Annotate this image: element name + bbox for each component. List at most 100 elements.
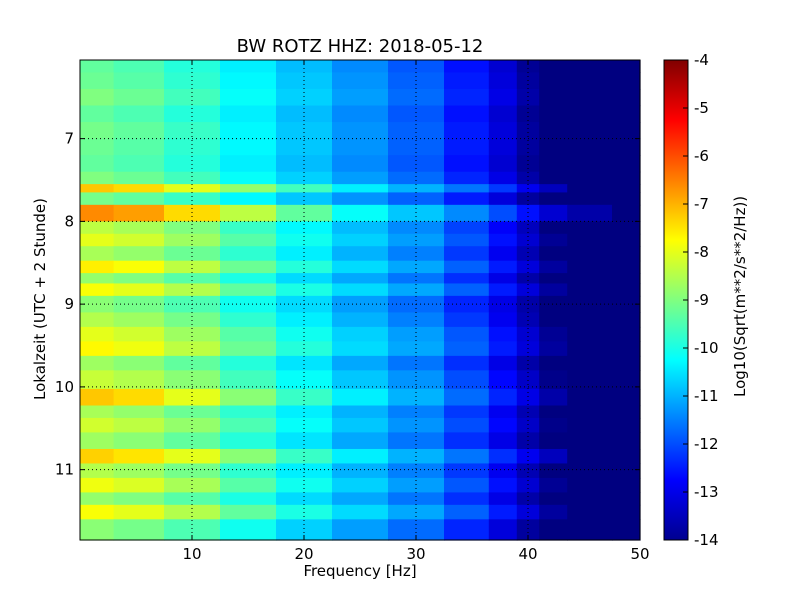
chart-title: BW ROTZ HHZ: 2018-05-12	[236, 36, 484, 57]
heatmap-cell	[164, 246, 221, 262]
heatmap-cell	[444, 504, 490, 520]
heatmap-cell	[276, 463, 333, 479]
heatmap-cell	[220, 184, 277, 194]
heatmap-cell	[516, 388, 540, 407]
heatmap-cell	[220, 105, 277, 123]
heatmap-cell	[444, 192, 490, 206]
heatmap-cell	[220, 60, 277, 74]
heatmap-cell	[113, 463, 165, 479]
heatmap-cell	[276, 388, 333, 407]
heatmap-cell	[612, 283, 641, 297]
heatmap-cell	[516, 171, 540, 185]
heatmap-cell	[80, 283, 115, 297]
heatmap-cell	[113, 155, 165, 173]
heatmap-cell	[444, 341, 490, 357]
heatmap-cell	[388, 492, 445, 506]
heatmap-cell	[539, 463, 568, 479]
heatmap-cell	[80, 60, 115, 74]
heatmap-cell	[539, 504, 568, 520]
heatmap-cell	[220, 463, 277, 479]
heatmap-cell	[488, 492, 518, 506]
heatmap-cell	[220, 260, 277, 274]
heatmap-cell	[220, 138, 277, 156]
heatmap-cell	[220, 492, 277, 506]
heatmap-cell	[80, 155, 115, 173]
heatmap-cell	[516, 192, 540, 206]
heatmap-cell	[567, 60, 613, 74]
heatmap-cell	[388, 283, 445, 297]
colorbar-tick-label: -9	[694, 291, 709, 309]
heatmap-cell	[80, 295, 115, 314]
heatmap-cell	[488, 312, 518, 328]
heatmap-cell	[612, 260, 641, 274]
heatmap-cell	[220, 283, 277, 297]
heatmap-cell	[488, 155, 518, 173]
heatmap-cell	[164, 204, 221, 222]
heatmap-cell	[612, 221, 641, 235]
heatmap-cell	[567, 283, 613, 297]
heatmap-cell	[113, 341, 165, 357]
heatmap-cell	[612, 477, 641, 494]
heatmap-cell	[80, 221, 115, 235]
heatmap-cell	[516, 260, 540, 274]
heatmap-cell	[444, 283, 490, 297]
heatmap-cell	[488, 60, 518, 74]
heatmap-cell	[332, 246, 389, 262]
heatmap-cell	[488, 138, 518, 156]
heatmap-cell	[539, 171, 568, 185]
x-tick-label: 10	[182, 545, 201, 563]
colorbar-tick-label: -13	[694, 483, 719, 501]
heatmap-cell	[444, 122, 490, 140]
heatmap-cell	[220, 432, 277, 450]
heatmap-cell	[276, 283, 333, 297]
heatmap-cell	[612, 492, 641, 506]
heatmap-cell	[80, 370, 115, 390]
heatmap-cell	[388, 105, 445, 123]
heatmap-cell	[567, 204, 613, 222]
heatmap-cell	[388, 221, 445, 235]
heatmap-cell	[567, 388, 613, 407]
heatmap-cell	[612, 60, 641, 74]
heatmap-cell	[332, 326, 389, 342]
heatmap-cell	[113, 88, 165, 107]
heatmap-cell	[220, 355, 277, 371]
heatmap-cell	[444, 355, 490, 371]
heatmap-cell	[164, 155, 221, 173]
heatmap-cell	[113, 417, 165, 434]
heatmap-cell	[444, 370, 490, 390]
heatmap-cell	[388, 192, 445, 206]
heatmap-cell	[80, 326, 115, 342]
heatmap-cell	[516, 105, 540, 123]
heatmap-cell	[388, 204, 445, 222]
heatmap-cell	[567, 477, 613, 494]
heatmap-cell	[539, 184, 568, 194]
heatmap-cell	[220, 204, 277, 222]
heatmap-cell	[444, 246, 490, 262]
heatmap-cell	[488, 260, 518, 274]
heatmap-cell	[567, 417, 613, 434]
heatmap-cell	[567, 326, 613, 342]
heatmap-cell	[612, 88, 641, 107]
heatmap-cell	[612, 122, 641, 140]
y-tick-label: 7	[64, 130, 74, 148]
heatmap-cell	[488, 204, 518, 222]
heatmap-cell	[80, 405, 115, 419]
colorbar-tick-label: -6	[694, 147, 709, 165]
heatmap-cell	[567, 463, 613, 479]
heatmap-cell	[567, 519, 613, 541]
heatmap-cell	[388, 138, 445, 156]
heatmap-cell	[113, 122, 165, 140]
heatmap-cell	[539, 477, 568, 494]
heatmap-cell	[332, 171, 389, 185]
heatmap-cell	[220, 233, 277, 247]
heatmap-cell	[488, 432, 518, 450]
heatmap-cell	[80, 463, 115, 479]
heatmap-cell	[612, 155, 641, 173]
heatmap-cell	[444, 448, 490, 465]
heatmap-cell	[276, 273, 333, 285]
colorbar-tick-label: -12	[694, 435, 719, 453]
heatmap-cell	[164, 60, 221, 74]
heatmap-cell	[539, 388, 568, 407]
